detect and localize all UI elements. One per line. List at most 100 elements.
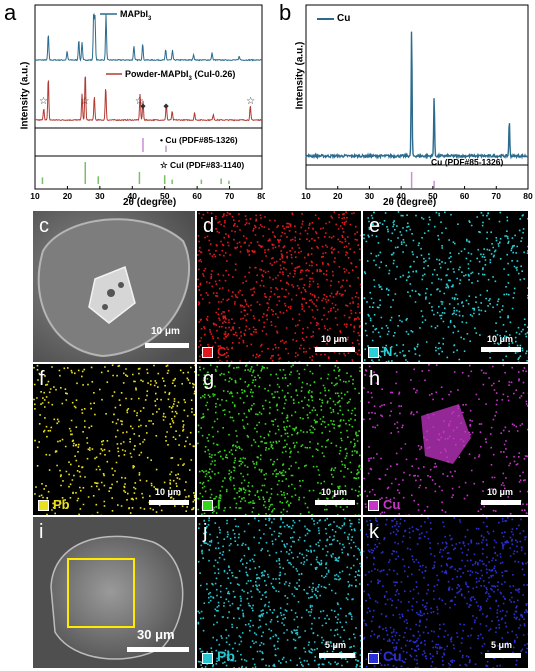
- dot-cloud: [363, 517, 528, 668]
- panel-letter-k: k: [369, 521, 379, 543]
- scale-label-i: 30 μm: [137, 627, 175, 642]
- panel-letter-g: g: [203, 368, 215, 390]
- scale-label-d: 10 μm: [321, 334, 348, 344]
- a-ticklabel-30: 30: [95, 191, 105, 201]
- swatch-k: [368, 653, 379, 664]
- swatch-j: [202, 653, 213, 664]
- swatch-g: [202, 500, 213, 511]
- dot-cloud: [363, 211, 528, 362]
- legend-powder-post: (CuI-0.26): [191, 69, 236, 79]
- legend-mapbi3: MAPbI3: [120, 9, 151, 22]
- swatch-e: [368, 347, 379, 358]
- xlabel-b: 2θ (degree): [383, 197, 437, 208]
- element-label-j: Pb: [217, 648, 235, 664]
- element-label-f: Pb: [53, 497, 70, 512]
- legend-mapbi3-sub: 3: [148, 15, 152, 22]
- panel-letter-h: h: [369, 368, 381, 390]
- peak-marker-5: ☆: [246, 96, 255, 107]
- panel-letter-f: f: [39, 368, 45, 390]
- b-ticklabel-10: 10: [301, 191, 311, 201]
- panel-letter-e: e: [369, 215, 381, 237]
- a-ticklabel-80: 80: [257, 191, 265, 201]
- scale-label-e: 10 μm: [487, 334, 514, 344]
- a-ticklabel-20: 20: [63, 191, 73, 201]
- legend-cu: Cu: [337, 13, 351, 24]
- dots-path: [363, 517, 528, 668]
- b-ticklabel-60: 60: [460, 191, 470, 201]
- b-ticklabel-80: 80: [523, 191, 533, 201]
- eds-map-j: j Pb 5 μm: [197, 517, 361, 668]
- scale-bar-h: [481, 500, 521, 505]
- b-ticklabel-20: 20: [333, 191, 343, 201]
- peak-marker-4: ◆: [163, 103, 169, 110]
- peak-marker-1: ☆: [80, 96, 89, 107]
- element-label-d: C: [217, 344, 227, 359]
- eds-map-k: k Cu 5 μm: [363, 517, 528, 668]
- ref-cui-label: ☆ CuI (PDF#83-1140): [160, 160, 245, 170]
- dots-path: [197, 211, 361, 362]
- peak-marker-2: ☆: [135, 96, 144, 107]
- series-line-powder: [34, 76, 263, 122]
- ylabel-b: Intensity (a.u.): [294, 41, 306, 110]
- a-ticklabel-70: 70: [225, 191, 235, 201]
- scale-label-j: 5 μm: [325, 640, 347, 650]
- panel-letter-b: b: [279, 0, 292, 25]
- dots-path: [197, 364, 361, 515]
- ref-cui-text: CuI (PDF#83-1140): [169, 160, 245, 170]
- a-ticklabel-60: 60: [192, 191, 202, 201]
- scale-bar-j: [319, 653, 355, 658]
- dot-cloud: [197, 211, 361, 362]
- dot-cloud: [197, 364, 361, 515]
- legend-powder-sub: 3: [188, 75, 192, 82]
- b-ticklabel-50: 50: [428, 191, 438, 201]
- swatch-h: [368, 500, 379, 511]
- ref-cu-text-a: Cu (PDF#85-1326): [165, 135, 238, 145]
- element-label-k: Cu: [383, 648, 402, 664]
- eds-map-e: e N 10 μm: [363, 211, 528, 362]
- scale-bar-g: [315, 500, 355, 505]
- eds-map-h: h Cu 10 μm: [363, 364, 528, 515]
- scale-bar-k: [485, 653, 521, 658]
- dots-path: [363, 211, 528, 362]
- scale-label-h: 10 μm: [487, 487, 514, 497]
- sem-image-c: c 10 μm: [33, 211, 195, 362]
- dot-cloud: [197, 517, 361, 668]
- sem-image-i: i 30 μm: [33, 517, 195, 668]
- legend-powder: Powder-MAPbI3 (CuI-0.26): [125, 69, 235, 82]
- ref-cu-label-a: • Cu (PDF#85-1326): [160, 135, 238, 145]
- dots-g: [197, 364, 361, 515]
- series-line-mapbi3: [34, 12, 263, 62]
- a-ticklabel-40: 40: [128, 191, 138, 201]
- element-label-e: N: [383, 344, 393, 359]
- dots-e: [363, 211, 528, 362]
- swatch-d: [202, 347, 213, 358]
- scale-bar-e: [481, 347, 521, 352]
- sem-drawing-i: [33, 517, 195, 668]
- scale-label-g: 10 μm: [321, 487, 348, 497]
- legend-mapbi3-text: MAPbI: [120, 9, 148, 19]
- scale-label-k: 5 μm: [491, 640, 513, 650]
- dots-path: [197, 517, 361, 668]
- eds-map-d: d C 10 μm: [197, 211, 361, 362]
- scale-bar-c: [145, 343, 189, 348]
- a-ticklabel-50: 50: [160, 191, 170, 201]
- panel-letter-a: a: [4, 0, 17, 25]
- eds-map-f: f Pb 10 μm: [33, 364, 195, 515]
- eds-map-g: g I 10 μm: [197, 364, 361, 515]
- swatch-f: [38, 500, 49, 511]
- xlabel-a: 2θ (degree): [123, 197, 177, 208]
- ref-cu-label-b: Cu (PDF#85-1326): [431, 157, 504, 167]
- scale-label-c: 10 μm: [151, 326, 180, 337]
- panel-letter-c: c: [39, 215, 49, 237]
- legend-powder-text: Powder-MAPbI: [125, 69, 189, 79]
- sem-drawing-c: [33, 211, 195, 362]
- scale-label-f: 10 μm: [155, 487, 182, 497]
- element-label-g: I: [217, 497, 221, 512]
- scale-bar-d: [315, 347, 355, 352]
- peak-marker-0: ☆: [39, 96, 48, 107]
- a-ticklabel-10: 10: [30, 191, 40, 201]
- b-ticklabel-70: 70: [492, 191, 502, 201]
- ylabel-a: Intensity (a.u.): [19, 61, 31, 130]
- scale-bar-f: [149, 500, 189, 505]
- xrd-chart-a: ☆ ☆ ☆◆ ◆ ☆10 20 30 40 50 60 70 80: [30, 4, 265, 201]
